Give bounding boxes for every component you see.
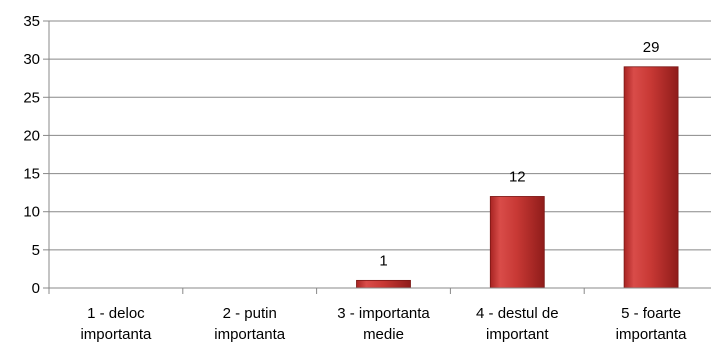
x-category-label-line: importanta	[80, 326, 152, 343]
y-tick-label: 20	[23, 127, 40, 144]
x-category-label-line: 4 - destul de	[476, 305, 559, 322]
bar	[356, 279, 411, 289]
data-label: 12	[509, 168, 526, 185]
y-tick-label: 15	[23, 166, 40, 183]
y-tick-label: 35	[23, 13, 40, 30]
bar	[489, 196, 545, 289]
y-tick-label: 0	[32, 280, 40, 297]
x-category-label-line: 3 - importanta	[337, 305, 430, 322]
x-category-label: 1 - deloc importanta	[80, 305, 152, 343]
data-labels: 1 12 29	[379, 39, 659, 270]
y-tick-label: 30	[23, 51, 40, 68]
x-category-label: 2 - putin importanta	[214, 305, 286, 343]
x-category-label-line: important	[486, 326, 549, 343]
x-category-label: 5 - foarte importanta	[616, 305, 688, 343]
x-category-label-line: medie	[363, 326, 404, 343]
x-category-label-line: 2 - putin	[223, 305, 277, 322]
x-category-label: 3 - importanta medie	[337, 305, 430, 343]
x-category-label-line: importanta	[616, 326, 688, 343]
x-axis-category-labels: 1 - deloc importanta 2 - putin importanta 3 …	[80, 305, 687, 343]
x-category-label-line: importanta	[214, 326, 286, 343]
y-tick-label: 25	[23, 89, 40, 106]
y-tick-label: 5	[32, 242, 40, 259]
x-category-label: 4 - destul de important	[476, 305, 559, 343]
gridlines	[43, 20, 711, 289]
data-label: 29	[643, 39, 660, 56]
data-label: 1	[379, 252, 387, 269]
x-category-label-line: 1 - deloc	[87, 305, 145, 322]
y-tick-label: 10	[23, 204, 40, 221]
bar	[623, 66, 679, 289]
bars	[356, 66, 679, 289]
y-axis-tick-labels: 0 5 10 15 20 25 30 35	[23, 13, 40, 297]
axes	[48, 21, 711, 294]
x-category-label-line: 5 - foarte	[621, 305, 681, 322]
